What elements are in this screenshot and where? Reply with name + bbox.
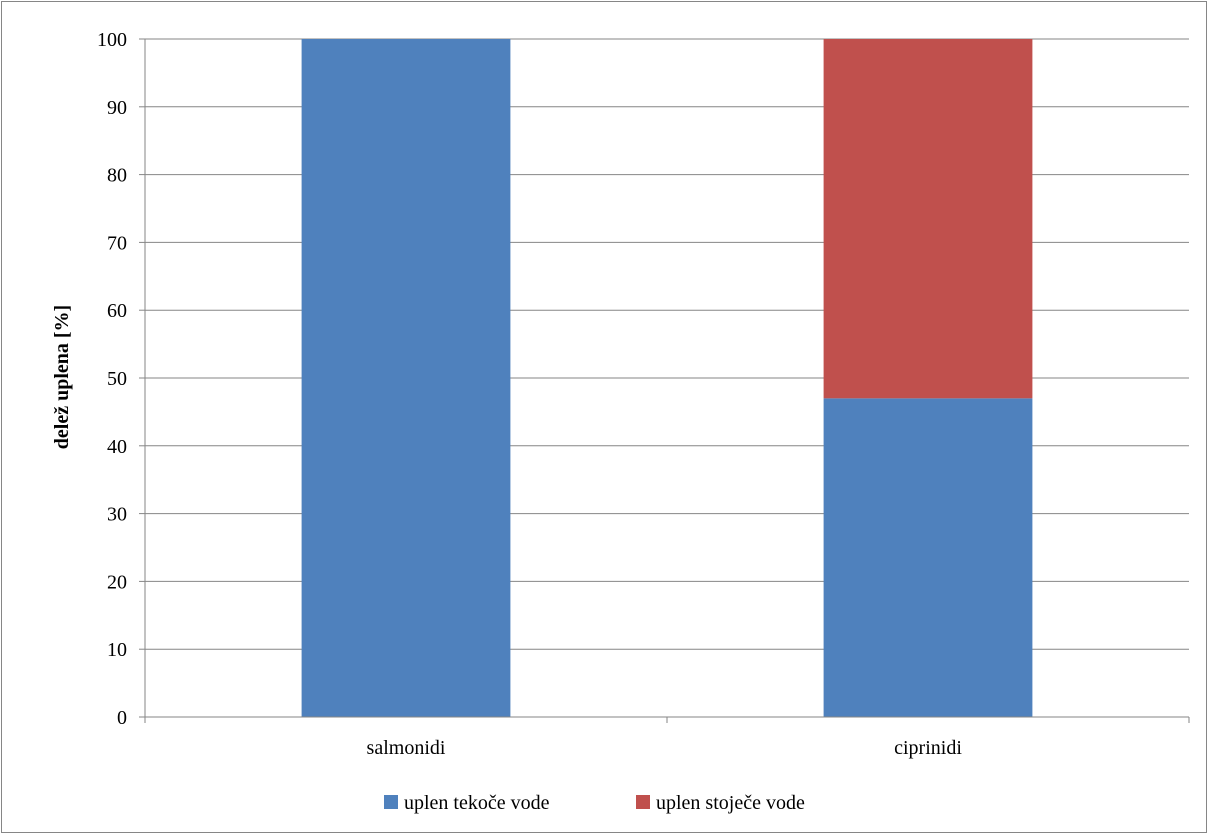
y-tick-label: 100 [97, 29, 127, 51]
y-tick-label: 10 [107, 639, 127, 661]
bar-segment-salmonidi-0 [301, 39, 511, 717]
bars [301, 39, 1033, 717]
legend: uplen tekoče vode uplen stoječe vode [384, 792, 805, 814]
y-tick-labels: 0 10 20 30 40 50 60 70 80 90 100 [97, 29, 145, 729]
y-axis-title: delež uplena [%] [51, 305, 73, 449]
bar-segment-ciprinidi-1 [823, 39, 1033, 399]
y-tick-label: 60 [107, 300, 127, 322]
x-category-label: salmonidi [367, 737, 446, 759]
legend-label: uplen stoječe vode [656, 792, 805, 814]
y-tick-label: 40 [107, 436, 127, 458]
y-tick-label: 80 [107, 165, 127, 187]
y-tick-label: 90 [107, 97, 127, 119]
legend-label: uplen tekoče vode [404, 792, 550, 814]
y-tick-label: 30 [107, 504, 127, 526]
x-category-labels: salmonidi ciprinidi [144, 717, 1190, 759]
y-tick-label: 0 [117, 707, 127, 729]
y-tick-label: 20 [107, 571, 127, 593]
bar-segment-ciprinidi-0 [823, 398, 1033, 717]
legend-swatch [636, 795, 650, 809]
y-tick-label: 70 [107, 232, 127, 254]
x-category-label: ciprinidi [894, 737, 962, 759]
legend-swatch [384, 795, 398, 809]
y-tick-label: 50 [107, 368, 127, 390]
